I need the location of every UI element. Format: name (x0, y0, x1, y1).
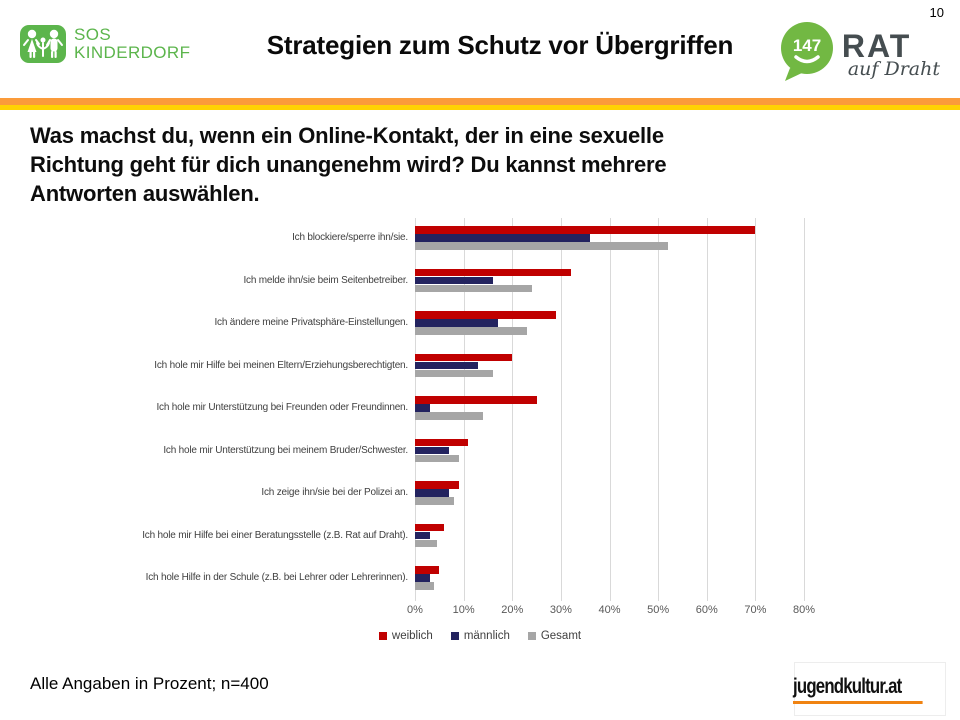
x-tick-label: 40% (598, 604, 621, 616)
rat-script: auf Draht (847, 58, 940, 80)
question-line-1: Was machst du, wenn ein Online-Kontakt, … (30, 123, 664, 148)
rat-wordmark: RAT auf Draht (842, 30, 940, 79)
category-label: Ich hole mir Unterstützung bei Freunden … (156, 402, 408, 414)
legend-label: männlich (463, 630, 510, 642)
rat-auf-draht-logo: 147 RAT auf Draht (778, 20, 940, 82)
bar-männlich-6 (415, 489, 450, 497)
category-labels: Ich blockiere/sperre ihn/sie. Ich melde i… (60, 218, 408, 601)
gridline (804, 218, 805, 601)
legend-swatch (450, 632, 459, 640)
question-line-3: Antworten auswählen. (30, 181, 260, 206)
bar-weiblich-8 (415, 566, 440, 574)
bar-männlich-1 (415, 276, 493, 285)
bar-weiblich-0 (415, 226, 756, 234)
footer-note: Alle Angaben in Prozent; n=400 (30, 674, 269, 693)
bar-männlich-7 (415, 531, 430, 540)
category-label: Ich melde ihn/sie beim Seitenbetreiber. (243, 274, 408, 286)
bar-weiblich-5 (415, 438, 469, 447)
speech-bubble-147-icon: 147 (780, 22, 833, 81)
x-tick-label: 60% (695, 604, 718, 616)
x-tick-label: 30% (549, 604, 572, 616)
gridline (706, 218, 708, 601)
bar-männlich-8 (415, 574, 430, 582)
gridline (658, 218, 660, 601)
bar-männlich-5 (415, 446, 450, 455)
bar-Gesamt-0 (415, 242, 668, 250)
sos-children-icon (20, 25, 66, 63)
bar-Gesamt-8 (415, 582, 435, 590)
gridline (512, 218, 514, 601)
plot-area (415, 218, 805, 601)
bar-weiblich-2 (415, 311, 556, 319)
question-line-2: Richtung geht für dich unangenehm wird? … (30, 152, 667, 177)
slide-title: Strategien zum Schutz vor Übergriffen (266, 30, 734, 60)
gridline (755, 218, 757, 601)
question-text: Was machst du, wenn ein Online-Kontakt, … (30, 121, 667, 208)
bar-Gesamt-5 (415, 454, 459, 463)
bar-weiblich-1 (415, 268, 571, 277)
rat-word: RAT (841, 28, 912, 64)
jugendkultur-logo: jugendkultur.at (793, 662, 946, 716)
legend-item-männlich: männlich (450, 630, 510, 642)
rat-number: 147 (793, 36, 821, 55)
bar-weiblich-3 (415, 353, 513, 362)
bar-chart: Ich blockiere/sperre ihn/sie. Ich melde i… (0, 218, 960, 663)
legend-label: weiblich (391, 630, 433, 642)
x-tick-label: 70% (744, 604, 767, 616)
bar-männlich-4 (415, 404, 430, 412)
category-label: Ich hole Hilfe in der Schule (z.B. bei L… (145, 572, 409, 584)
divider-yellow (0, 105, 960, 110)
x-tick-label: 0% (407, 604, 423, 616)
category-label: Ich hole mir Hilfe bei einer Beratungsst… (142, 529, 408, 541)
legend-swatch (378, 632, 387, 640)
legend-swatch (527, 632, 536, 640)
bar-Gesamt-2 (415, 327, 527, 335)
x-tick-label: 50% (647, 604, 670, 616)
gridline (463, 218, 465, 601)
category-label: Ich hole mir Hilfe bei meinen Eltern/Erz… (154, 359, 408, 371)
category-label: Ich zeige ihn/sie bei der Polizei an. (261, 487, 408, 499)
bar-Gesamt-6 (415, 497, 454, 505)
x-tick-label: 80% (792, 604, 816, 616)
x-axis: 0% 10% 20% 30% 40% 50% 60% 70% 80% (407, 601, 815, 635)
sos-kinderdorf-logo: SOS KINDERDORF (20, 25, 190, 63)
bar-männlich-0 (415, 234, 591, 242)
category-label: Ich blockiere/sperre ihn/sie. (292, 232, 408, 243)
bar-Gesamt-3 (415, 369, 493, 378)
legend: weiblich männlich Gesamt (0, 630, 960, 642)
bar-männlich-3 (415, 361, 479, 370)
divider-orange (0, 98, 960, 105)
x-tick-label: 20% (501, 604, 524, 616)
legend-label: Gesamt (540, 630, 582, 642)
bar-Gesamt-1 (415, 284, 532, 293)
bar-Gesamt-7 (415, 539, 437, 548)
bar-weiblich-7 (415, 523, 445, 532)
bar-weiblich-6 (415, 481, 459, 489)
category-label: Ich hole mir Unterstützung bei meinem Br… (163, 444, 408, 456)
legend-item-weiblich: weiblich (378, 630, 433, 642)
category-label: Ich ändere meine Privatsphäre-Einstellun… (214, 317, 408, 329)
sos-wordmark-line2: KINDERDORF (74, 43, 191, 62)
jugendkultur-text: jugendkultur.at (793, 675, 923, 704)
bar-Gesamt-4 (415, 412, 484, 420)
gridline (609, 218, 611, 601)
gridline (560, 218, 562, 601)
bar-männlich-2 (415, 319, 498, 327)
legend-item-Gesamt: Gesamt (527, 630, 582, 642)
page-number: 10 (929, 5, 944, 20)
sos-wordmark-line1: SOS (74, 24, 112, 44)
bar-weiblich-4 (415, 396, 537, 404)
x-tick-label: 10% (452, 604, 475, 616)
sos-wordmark: SOS KINDERDORF (74, 24, 191, 63)
